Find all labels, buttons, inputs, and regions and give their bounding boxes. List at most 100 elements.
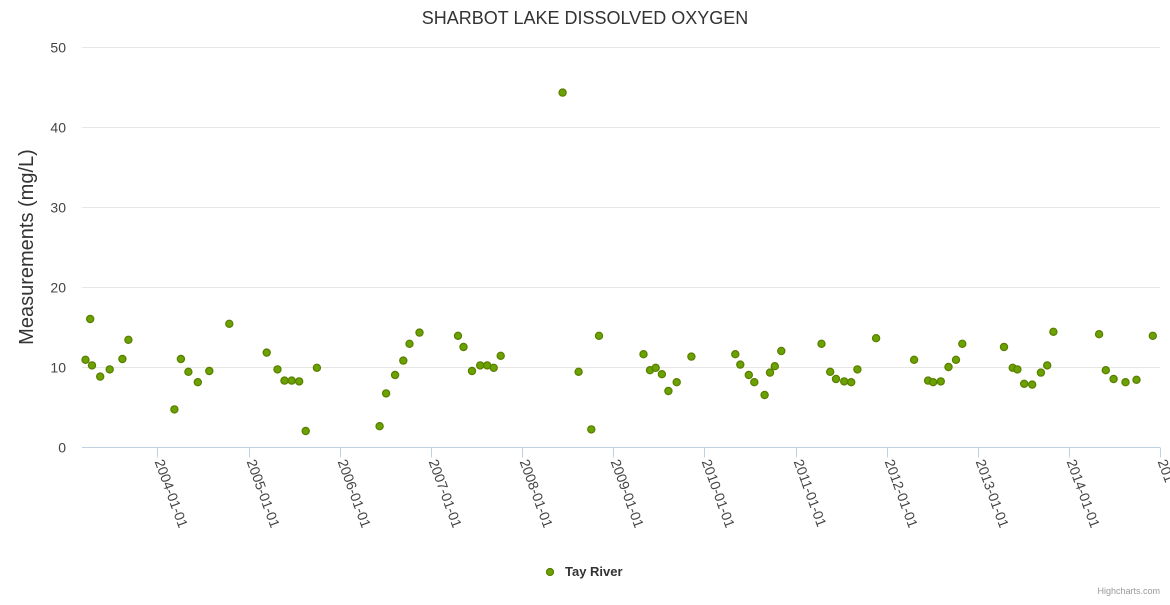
data-point[interactable] xyxy=(124,335,133,344)
data-point[interactable] xyxy=(301,426,310,436)
data-point[interactable] xyxy=(105,365,114,374)
data-point[interactable] xyxy=(909,355,919,364)
x-tick-label: 2009-01-01 xyxy=(608,457,648,530)
data-point[interactable] xyxy=(1036,368,1046,377)
data-point[interactable] xyxy=(999,342,1009,352)
data-point[interactable] xyxy=(744,370,754,380)
data-point[interactable] xyxy=(287,376,296,385)
data-point[interactable] xyxy=(381,389,391,398)
data-point[interactable] xyxy=(467,366,477,376)
chart-title: SHARBOT LAKE DISSOLVED OXYGEN xyxy=(422,8,748,28)
data-point[interactable] xyxy=(262,348,271,357)
credits-link[interactable]: Highcharts.com xyxy=(1097,586,1160,596)
data-point[interactable] xyxy=(170,405,179,414)
data-point[interactable] xyxy=(496,351,505,360)
data-point[interactable] xyxy=(1132,375,1141,384)
data-point[interactable] xyxy=(731,350,740,359)
data-point[interactable] xyxy=(459,342,468,352)
data-point[interactable] xyxy=(664,386,673,396)
data-point[interactable] xyxy=(958,339,967,348)
data-point[interactable] xyxy=(574,367,583,376)
y-tick-label: 40 xyxy=(50,120,66,136)
data-point[interactable] xyxy=(280,376,289,385)
data-point[interactable] xyxy=(853,365,862,374)
data-point[interactable] xyxy=(760,390,769,400)
grid-layer xyxy=(82,47,1160,368)
legend-item-label[interactable]: Tay River xyxy=(565,564,623,579)
data-point[interactable] xyxy=(558,88,567,97)
data-point[interactable] xyxy=(225,319,234,328)
y-tick-label: 10 xyxy=(50,360,66,376)
y-tick-label: 50 xyxy=(50,40,66,56)
data-point[interactable] xyxy=(936,377,946,386)
data-point[interactable] xyxy=(453,331,463,340)
y-axis-title: Measurements (mg/L) xyxy=(16,149,38,345)
data-point[interactable] xyxy=(770,362,780,371)
data-point[interactable] xyxy=(1148,331,1158,340)
data-point[interactable] xyxy=(687,352,696,361)
data-point[interactable] xyxy=(831,374,841,384)
data-point[interactable] xyxy=(193,378,202,387)
data-point[interactable] xyxy=(85,314,95,324)
data-point[interactable] xyxy=(405,339,414,348)
data-point[interactable] xyxy=(777,346,786,356)
data-point[interactable] xyxy=(1094,330,1104,339)
data-point[interactable] xyxy=(205,366,214,376)
data-point[interactable] xyxy=(1042,361,1052,370)
data-point[interactable] xyxy=(399,356,408,365)
data-point[interactable] xyxy=(87,361,97,370)
y-tick-label: 30 xyxy=(50,200,66,216)
data-point[interactable] xyxy=(1013,365,1022,374)
x-tick-label: 2004-01-01 xyxy=(152,457,192,530)
data-point[interactable] xyxy=(594,331,604,340)
data-point[interactable] xyxy=(295,377,304,386)
data-point[interactable] xyxy=(81,355,90,364)
data-point[interactable] xyxy=(1101,366,1111,375)
data-point[interactable] xyxy=(672,378,681,387)
data-point[interactable] xyxy=(1121,378,1130,387)
data-point[interactable] xyxy=(651,363,660,372)
data-point[interactable] xyxy=(184,367,193,376)
data-point[interactable] xyxy=(736,360,745,369)
legend[interactable]: Tay River xyxy=(545,564,623,579)
data-point[interactable] xyxy=(489,363,498,372)
data-point[interactable] xyxy=(176,354,186,364)
data-point[interactable] xyxy=(817,339,826,348)
data-point[interactable] xyxy=(1049,327,1058,336)
series-tay-river xyxy=(81,88,1158,436)
data-point[interactable] xyxy=(840,377,849,386)
x-tick-label: 2006-01-01 xyxy=(335,457,375,530)
data-point[interactable] xyxy=(273,365,282,374)
data-point[interactable] xyxy=(944,362,953,372)
data-point[interactable] xyxy=(415,328,424,337)
data-point[interactable] xyxy=(375,422,384,431)
data-point[interactable] xyxy=(951,355,961,364)
x-tick-label: 2008-01-01 xyxy=(517,457,557,530)
data-point[interactable] xyxy=(118,354,127,364)
data-point[interactable] xyxy=(95,372,105,381)
x-tick-label: 2014-01-01 xyxy=(1064,457,1104,530)
data-point[interactable] xyxy=(390,370,400,380)
data-point[interactable] xyxy=(587,425,596,434)
data-point[interactable] xyxy=(476,361,485,370)
y-axis: 0 10 20 30 40 50 xyxy=(50,40,66,456)
x-tick-label: 201 xyxy=(1155,457,1170,485)
x-tick-label: 2012-01-01 xyxy=(882,457,922,530)
data-point[interactable] xyxy=(765,368,775,377)
y-tick-label: 0 xyxy=(58,440,66,456)
data-point[interactable] xyxy=(847,378,856,387)
data-point[interactable] xyxy=(826,367,835,376)
data-point[interactable] xyxy=(1019,379,1029,388)
data-point[interactable] xyxy=(639,350,648,359)
data-point[interactable] xyxy=(871,334,881,343)
data-point[interactable] xyxy=(312,363,322,372)
data-point[interactable] xyxy=(1109,374,1118,384)
data-point[interactable] xyxy=(1027,380,1037,389)
data-point[interactable] xyxy=(657,370,667,379)
data-point[interactable] xyxy=(750,378,759,387)
x-tick-label: 2010-01-01 xyxy=(699,457,739,530)
y-tick-label: 20 xyxy=(50,280,66,296)
data-point[interactable] xyxy=(928,378,938,387)
x-tick-label: 2007-01-01 xyxy=(426,457,466,530)
